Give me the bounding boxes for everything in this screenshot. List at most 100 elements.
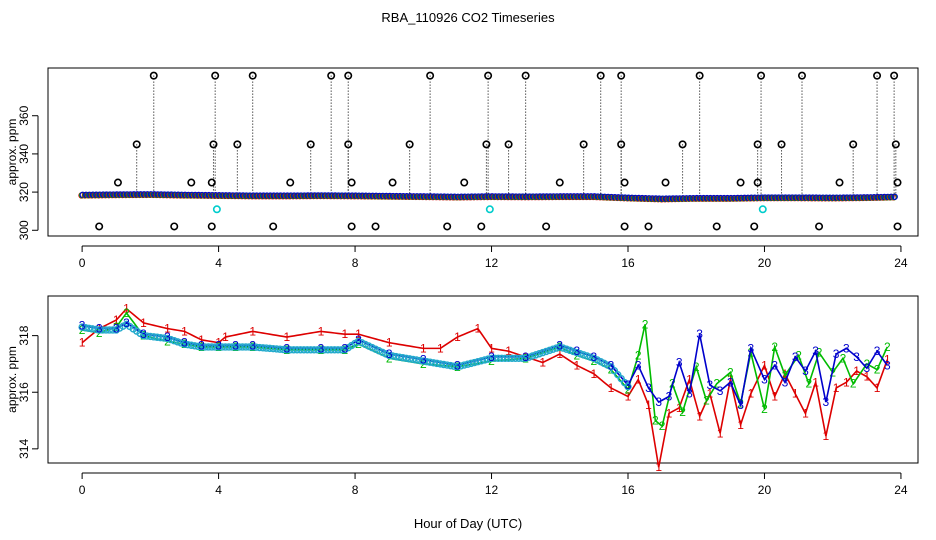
series-point-3 <box>300 346 308 354</box>
series-label-3: 3 <box>843 341 850 355</box>
series-point-3 <box>501 354 509 362</box>
series-label-1: 1 <box>717 426 724 440</box>
series-point-3 <box>105 326 114 334</box>
series-point-3 <box>109 326 117 334</box>
series-label-1: 1 <box>341 327 348 341</box>
series-point-3 <box>187 341 195 349</box>
series-point-3 <box>559 344 567 352</box>
series-label-3: 3 <box>686 387 693 401</box>
series-point-3 <box>450 362 458 370</box>
series-point-3 <box>143 332 151 340</box>
series-label-3: 3 <box>140 327 147 341</box>
series-label-1: 1 <box>505 344 512 358</box>
series-point-3 <box>470 358 479 367</box>
flag-point-low <box>113 178 122 187</box>
series-label-1: 1 <box>747 387 754 401</box>
flag-point-mid <box>344 140 353 149</box>
series-label-1: 1 <box>874 381 881 395</box>
series-label-1: 1 <box>437 341 444 355</box>
series-point-3 <box>153 333 161 341</box>
series-label-1: 1 <box>573 358 580 372</box>
series-point-3 <box>532 351 540 359</box>
series-point-3 <box>504 354 513 362</box>
series-label-1: 1 <box>608 381 615 395</box>
series-point-3 <box>402 354 410 362</box>
series-point-3 <box>214 343 223 351</box>
flag-point-low <box>207 178 216 187</box>
series-point-3 <box>337 346 346 354</box>
series-label-1: 1 <box>802 406 809 420</box>
series-label-3: 3 <box>676 356 683 370</box>
series-point-3 <box>443 361 451 369</box>
series-label-2: 2 <box>747 346 754 360</box>
series-point-3 <box>286 346 294 354</box>
series-label-3: 3 <box>198 339 205 353</box>
x-axis-label: Hour of Day (UTC) <box>414 516 522 531</box>
series-point-3 <box>231 343 240 351</box>
flag-point-bottom <box>207 222 216 231</box>
series-label-1: 1 <box>591 367 598 381</box>
series-label-3: 3 <box>771 358 778 372</box>
series-point-3 <box>446 361 455 370</box>
flag-point-mid <box>132 140 141 149</box>
series-label-1: 1 <box>556 347 563 361</box>
x-tick-label: 8 <box>352 256 359 270</box>
series-label-1: 1 <box>853 364 860 378</box>
series-point-3 <box>146 332 155 341</box>
x-tick-label: 4 <box>215 483 222 497</box>
series-point-3 <box>395 353 404 361</box>
series-label-3: 3 <box>488 350 495 364</box>
plot-frame <box>47 295 919 464</box>
x-tick-label: 24 <box>894 256 908 270</box>
series-point-3 <box>334 346 342 354</box>
series-point-3 <box>467 359 475 368</box>
series-label-3: 3 <box>181 336 188 350</box>
series-label-3: 3 <box>782 375 789 389</box>
series-label-2: 2 <box>850 377 857 391</box>
series-label-3: 3 <box>249 339 256 353</box>
series-point-3 <box>474 357 482 366</box>
series-label-3: 3 <box>696 327 703 341</box>
series-label-1: 1 <box>488 341 495 355</box>
series-label-3: 3 <box>386 347 393 361</box>
flag-point-bottom <box>269 222 278 231</box>
series-point-3 <box>487 354 496 362</box>
series-label-3: 3 <box>645 381 652 395</box>
series-label-3: 3 <box>420 353 427 367</box>
series-point-3 <box>276 345 284 353</box>
series-point-3 <box>494 354 503 362</box>
x-tick-label: 16 <box>621 483 635 497</box>
series-point-3 <box>552 344 561 352</box>
series-label-2: 2 <box>795 348 802 362</box>
flag-point-low <box>835 178 844 187</box>
flag-point-high <box>327 71 336 80</box>
series-label-1: 1 <box>761 358 768 372</box>
series-point-3 <box>399 354 407 362</box>
series-point-3 <box>252 343 260 351</box>
flag-point-low <box>555 178 564 187</box>
series-point-3 <box>463 360 472 368</box>
series-label-2: 2 <box>635 348 642 362</box>
series-label-1: 1 <box>833 381 840 395</box>
series-point-3 <box>313 346 322 354</box>
series-label-3: 3 <box>123 316 130 330</box>
series-point-3 <box>583 352 591 360</box>
flag-point-high <box>248 71 257 80</box>
series-label-3: 3 <box>79 319 86 333</box>
series-point-3 <box>272 345 281 353</box>
flag-point-bottom <box>477 222 486 231</box>
y-axis-label: approx. ppm <box>5 346 19 413</box>
series-label-3: 3 <box>556 339 563 353</box>
series-point-3 <box>289 346 298 354</box>
series-point-3 <box>477 357 485 365</box>
series-label-2: 2 <box>642 317 649 331</box>
series-point-3 <box>81 324 90 332</box>
series-label-3: 3 <box>608 358 615 372</box>
series-label-2: 2 <box>727 365 734 379</box>
